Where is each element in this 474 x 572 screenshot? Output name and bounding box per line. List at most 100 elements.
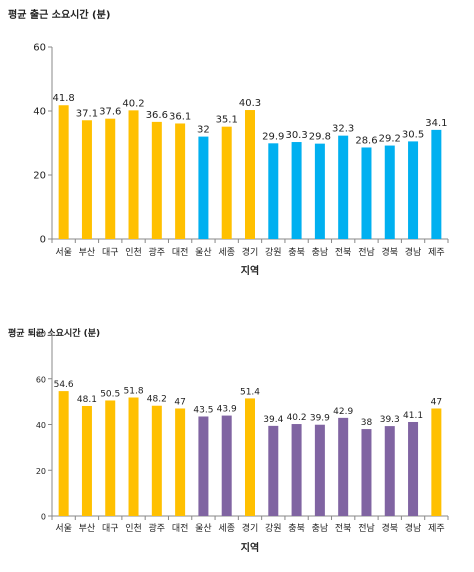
x-axis-label: 지역: [241, 541, 259, 554]
bar-서울: [58, 105, 69, 240]
x-tick-label: 인천: [125, 247, 142, 258]
bar-인천: [128, 110, 139, 239]
bar-대구: [105, 118, 116, 239]
data-label: 37.1: [76, 108, 98, 119]
y-tick-label: 20: [36, 467, 46, 476]
x-tick-label: 강원: [265, 247, 282, 258]
bar-부산: [81, 120, 92, 239]
bar-전남: [361, 429, 372, 516]
data-label: 37.6: [99, 107, 121, 118]
bar-인천: [128, 397, 139, 516]
bar-경남: [408, 421, 419, 516]
data-label: 47: [174, 397, 185, 407]
bar-충북: [291, 424, 302, 516]
x-tick-label: 충남: [312, 523, 329, 534]
x-tick-label: 제주: [428, 247, 445, 258]
x-tick-label: 부산: [79, 247, 96, 258]
bar-제주: [431, 129, 442, 239]
data-label: 28.6: [355, 135, 377, 146]
data-label: 36.6: [146, 110, 168, 121]
bar-강원: [268, 425, 279, 516]
x-tick-label: 인천: [125, 523, 142, 534]
y-tick-label: 60: [36, 375, 46, 384]
x-tick-label: 충남: [312, 247, 329, 258]
x-tick-label: 전북: [335, 523, 352, 534]
bar-경기: [245, 398, 255, 516]
bar-충북: [291, 142, 302, 239]
data-label: 29.8: [309, 132, 331, 143]
x-tick-label: 경남: [405, 522, 422, 534]
data-label: 51.8: [124, 387, 144, 397]
data-label: 38: [361, 418, 373, 428]
bar-충남: [314, 143, 325, 239]
bar-대전: [175, 123, 186, 239]
bar-경남: [408, 141, 419, 239]
x-tick-label: 서울: [55, 247, 72, 258]
y-tick-label: 0: [40, 235, 46, 246]
x-tick-label: 서울: [55, 523, 72, 534]
y-tick-label: 40: [33, 107, 46, 118]
x-tick-label: 대구: [102, 523, 119, 534]
x-tick-label: 광주: [149, 522, 166, 534]
data-label: 29.2: [379, 134, 401, 145]
bar-광주: [151, 405, 162, 516]
data-label: 40.2: [122, 98, 144, 109]
x-tick-label: 경기: [242, 522, 259, 534]
x-tick-label: 충북: [288, 523, 305, 534]
data-label: 30.5: [402, 129, 424, 140]
bar-광주: [151, 121, 162, 239]
data-label: 40.2: [287, 413, 307, 423]
y-tick-label: 0: [41, 513, 46, 522]
data-label: 39.3: [380, 415, 400, 425]
x-tick-label: 전남: [358, 247, 375, 258]
y-tick-label: 40: [36, 421, 46, 430]
data-label: 35.1: [216, 115, 238, 126]
data-label: 43.9: [217, 405, 237, 415]
data-label: 29.9: [262, 131, 284, 142]
bar-대구: [105, 400, 116, 516]
x-tick-label: 경북: [381, 246, 398, 258]
x-tick-label: 대구: [102, 247, 119, 258]
x-tick-label: 경남: [405, 246, 422, 258]
bar-대전: [175, 408, 186, 516]
bar-제주: [431, 408, 442, 516]
y-tick-label: 60: [33, 43, 46, 54]
chart-title: 평균 퇴근 소요시간 (분): [8, 327, 100, 339]
data-label: 48.2: [147, 395, 167, 405]
data-label: 34.1: [425, 118, 447, 129]
x-tick-label: 전남: [358, 523, 375, 534]
chart-title: 평균 출근 소요시간 (분): [8, 8, 110, 21]
bar-경북: [384, 145, 395, 239]
bar-전북: [338, 417, 349, 516]
x-tick-label: 제주: [428, 523, 445, 534]
data-label: 32: [197, 125, 210, 136]
bar-경기: [245, 110, 255, 239]
bar-울산: [198, 136, 209, 239]
data-label: 40.3: [239, 98, 261, 109]
bar-강원: [268, 143, 279, 239]
chart-2: 평균 퇴근 소요시간 (분) 0 20 40 60 80 54.6 서울 48.1 부산 50.5 대…: [8, 327, 449, 554]
x-tick-label: 부산: [79, 523, 96, 534]
bar-세종: [221, 415, 232, 516]
data-label: 43.5: [193, 405, 213, 415]
x-tick-label: 세종: [218, 523, 235, 534]
y-tick-label: 80: [36, 330, 46, 339]
bar-경북: [384, 426, 395, 516]
bar-울산: [198, 416, 209, 516]
x-tick-label: 세종: [218, 247, 235, 258]
bar-서울: [58, 391, 69, 516]
x-tick-label: 대전: [172, 247, 189, 258]
x-tick-label: 강원: [265, 523, 282, 534]
bar-부산: [81, 405, 92, 516]
data-label: 30.3: [285, 130, 307, 141]
x-tick-label: 광주: [149, 246, 166, 258]
data-label: 36.1: [169, 111, 191, 122]
x-tick-label: 대전: [172, 523, 189, 534]
x-tick-label: 울산: [195, 247, 212, 258]
data-label: 39.9: [310, 414, 330, 424]
data-label: 41.8: [53, 93, 75, 104]
y-tick-label: 20: [33, 171, 46, 182]
x-tick-label: 경북: [381, 522, 398, 534]
